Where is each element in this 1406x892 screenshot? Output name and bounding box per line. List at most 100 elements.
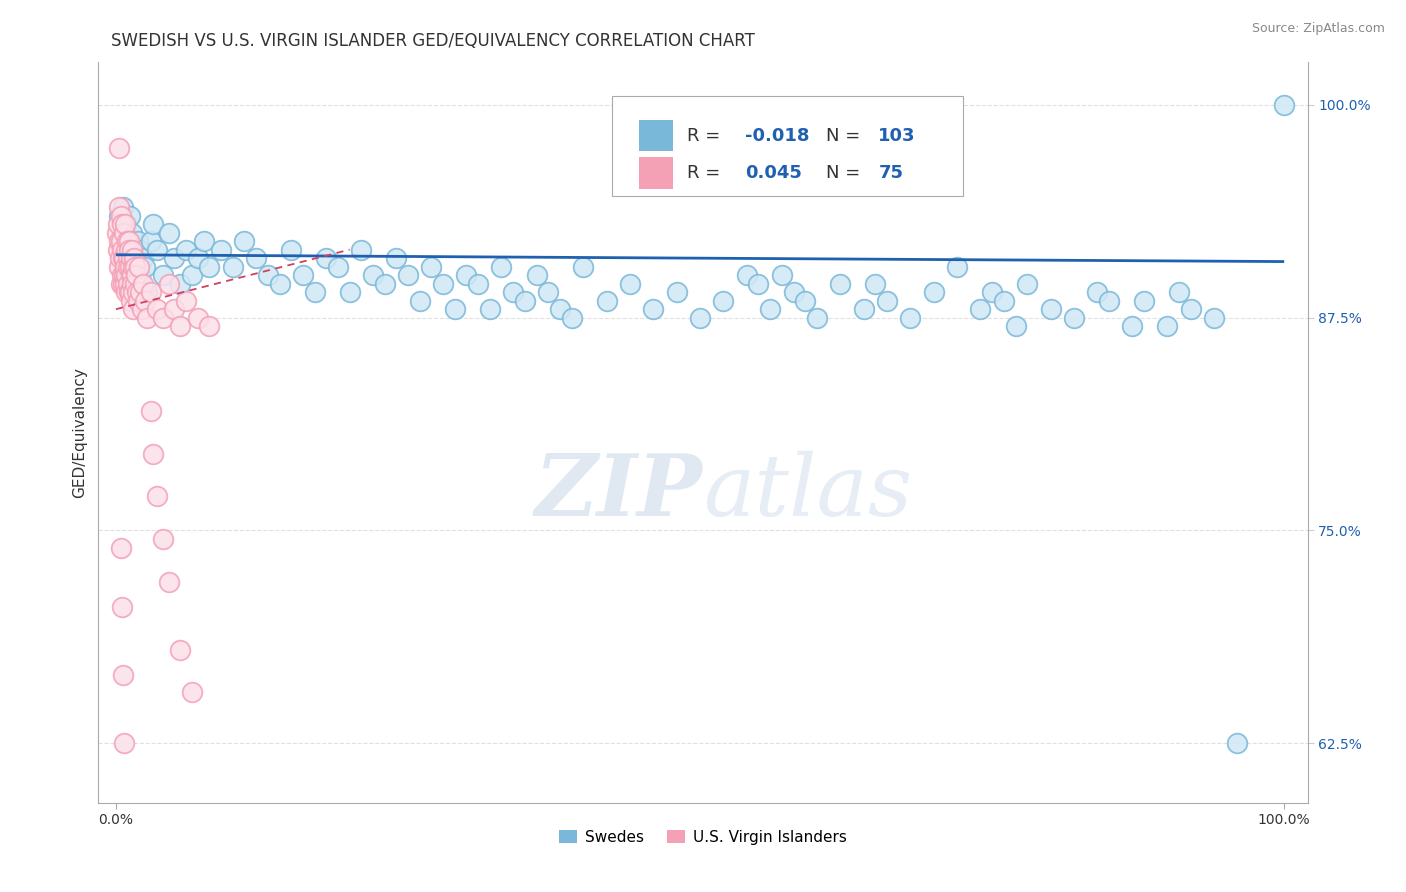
Point bbox=[125, 268, 148, 283]
Point bbox=[233, 234, 256, 248]
Point bbox=[152, 532, 174, 546]
Point bbox=[115, 217, 138, 231]
Point bbox=[830, 277, 852, 291]
Point bbox=[121, 226, 143, 240]
Point bbox=[163, 251, 186, 265]
Point bbox=[443, 302, 465, 317]
Point bbox=[1180, 302, 1202, 317]
Point bbox=[139, 404, 162, 418]
Point bbox=[110, 209, 132, 223]
Point bbox=[110, 234, 132, 248]
Point bbox=[112, 268, 135, 283]
Point bbox=[922, 285, 945, 300]
Point bbox=[1226, 736, 1249, 750]
Text: -0.018: -0.018 bbox=[745, 127, 810, 145]
Point bbox=[198, 319, 221, 334]
Point bbox=[350, 243, 373, 257]
Text: 75: 75 bbox=[879, 164, 903, 182]
Point bbox=[134, 293, 156, 308]
Point bbox=[134, 260, 156, 274]
Point bbox=[157, 226, 180, 240]
Point bbox=[146, 490, 169, 504]
Text: N =: N = bbox=[827, 127, 866, 145]
Point bbox=[122, 243, 145, 257]
Point bbox=[114, 260, 136, 274]
Point bbox=[315, 251, 337, 265]
Point bbox=[110, 277, 132, 291]
Text: SWEDISH VS U.S. VIRGIN ISLANDER GED/EQUIVALENCY CORRELATION CHART: SWEDISH VS U.S. VIRGIN ISLANDER GED/EQUI… bbox=[111, 32, 755, 50]
Point bbox=[121, 243, 143, 257]
Point bbox=[1017, 277, 1039, 291]
Point bbox=[280, 243, 302, 257]
Point bbox=[118, 243, 141, 257]
Point bbox=[180, 685, 202, 699]
Point bbox=[146, 243, 169, 257]
Point bbox=[1156, 319, 1178, 334]
Point bbox=[385, 251, 408, 265]
Point bbox=[409, 293, 432, 308]
Text: R =: R = bbox=[688, 127, 727, 145]
Point bbox=[806, 310, 828, 325]
Point bbox=[118, 285, 141, 300]
Point bbox=[689, 310, 711, 325]
Point bbox=[222, 260, 245, 274]
Point bbox=[114, 217, 136, 231]
Point bbox=[122, 251, 145, 265]
Point bbox=[112, 226, 135, 240]
Point bbox=[121, 268, 143, 283]
Point bbox=[111, 268, 134, 283]
Point bbox=[361, 268, 384, 283]
Y-axis label: GED/Equivalency: GED/Equivalency bbox=[72, 368, 87, 498]
Point bbox=[107, 217, 129, 231]
Point bbox=[139, 285, 162, 300]
Point bbox=[374, 277, 396, 291]
Point bbox=[157, 574, 180, 589]
Point bbox=[125, 251, 148, 265]
Text: ZIP: ZIP bbox=[536, 450, 703, 533]
Text: atlas: atlas bbox=[703, 450, 912, 533]
Point bbox=[111, 200, 134, 214]
Point bbox=[1204, 310, 1226, 325]
Text: R =: R = bbox=[688, 164, 727, 182]
Point bbox=[291, 268, 314, 283]
Point bbox=[121, 277, 143, 291]
Point bbox=[108, 200, 131, 214]
Point bbox=[118, 209, 141, 223]
Legend: Swedes, U.S. Virgin Islanders: Swedes, U.S. Virgin Islanders bbox=[553, 823, 853, 851]
Point bbox=[304, 285, 326, 300]
Point bbox=[124, 260, 146, 274]
Point bbox=[209, 243, 232, 257]
Point bbox=[1168, 285, 1191, 300]
Point bbox=[117, 251, 139, 265]
Point bbox=[456, 268, 478, 283]
Point bbox=[735, 268, 758, 283]
Point bbox=[491, 260, 513, 274]
Point bbox=[198, 260, 221, 274]
Point bbox=[1098, 293, 1121, 308]
FancyBboxPatch shape bbox=[613, 95, 963, 195]
Point bbox=[770, 268, 793, 283]
Point bbox=[105, 226, 128, 240]
Point bbox=[467, 277, 489, 291]
Point bbox=[537, 285, 560, 300]
Point bbox=[115, 234, 138, 248]
Bar bbox=[638, 120, 673, 151]
Point bbox=[125, 260, 148, 274]
Point bbox=[1004, 319, 1026, 334]
Point bbox=[117, 260, 139, 274]
Point bbox=[852, 302, 875, 317]
Point bbox=[747, 277, 769, 291]
Point bbox=[981, 285, 1004, 300]
Point bbox=[643, 302, 665, 317]
Point bbox=[152, 268, 174, 283]
Point bbox=[118, 251, 141, 265]
Point bbox=[111, 668, 134, 682]
Point bbox=[876, 293, 898, 308]
Point bbox=[118, 234, 141, 248]
Point bbox=[142, 447, 165, 461]
Point bbox=[120, 251, 142, 265]
Point bbox=[129, 285, 152, 300]
Point bbox=[1133, 293, 1156, 308]
Point bbox=[111, 226, 134, 240]
Point bbox=[128, 260, 150, 274]
